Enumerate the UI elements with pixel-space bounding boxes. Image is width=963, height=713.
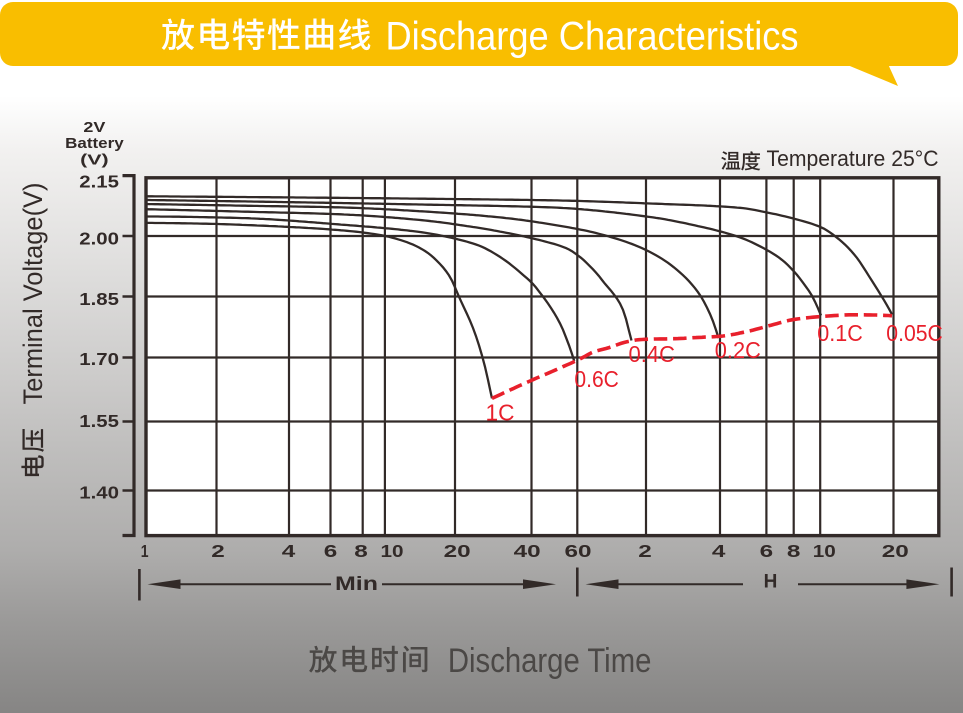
svg-text:4: 4 [282,541,296,561]
svg-text:2: 2 [638,541,652,561]
svg-text:40: 40 [514,541,541,561]
svg-text:1.55: 1.55 [79,411,119,431]
svg-text:60: 60 [565,541,592,561]
svg-text:1C: 1C [486,400,515,426]
svg-text:1.40: 1.40 [79,483,119,503]
svg-text:0.6C: 0.6C [574,366,619,392]
svg-text:2.15: 2.15 [79,172,119,192]
svg-text:6: 6 [324,541,338,561]
svg-text:(V): (V) [80,152,109,169]
svg-text:8: 8 [787,541,801,561]
svg-text:8: 8 [354,541,368,561]
svg-text:2: 2 [211,541,225,561]
svg-text:1.85: 1.85 [79,289,119,309]
svg-text:Discharge Characteristics: Discharge Characteristics [386,15,799,59]
svg-text:1: 1 [141,541,149,561]
svg-text:10: 10 [813,541,836,561]
svg-text:Battery: Battery [65,135,124,152]
svg-text:0.4C: 0.4C [629,341,676,367]
svg-text:Discharge Time: Discharge Time [448,642,652,680]
svg-text:20: 20 [882,541,909,561]
svg-text:0.1C: 0.1C [817,320,863,346]
svg-text:H: H [764,571,778,592]
svg-text:Temperature 25°C: Temperature 25°C [767,146,939,171]
svg-text:4: 4 [712,541,726,561]
svg-text:0.05C: 0.05C [886,320,943,346]
svg-text:0.2C: 0.2C [715,337,761,363]
svg-text:20: 20 [444,541,471,561]
svg-text:6: 6 [760,541,774,561]
svg-text:Terminal Voltage(V): Terminal Voltage(V) [18,183,48,405]
svg-text:2.00: 2.00 [79,229,119,249]
svg-text:10: 10 [381,541,404,561]
svg-text:2V: 2V [83,119,105,136]
svg-text:Min: Min [335,574,378,595]
svg-text:1.70: 1.70 [79,349,119,369]
